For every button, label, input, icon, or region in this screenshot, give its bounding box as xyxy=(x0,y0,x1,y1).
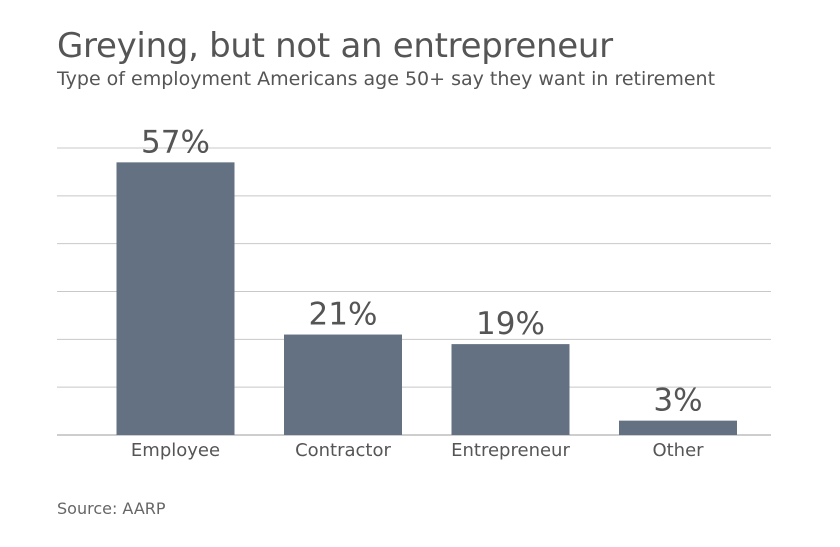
data-label-entrepreneur: 19% xyxy=(476,306,545,342)
category-label-other: Other xyxy=(652,440,704,461)
category-labels: Employee Contractor Entrepreneur Other xyxy=(131,440,704,461)
bar-contractor xyxy=(284,334,402,435)
data-label-other: 3% xyxy=(653,383,702,419)
data-label-employee: 57% xyxy=(141,124,210,160)
bar-other xyxy=(619,420,737,435)
source-note: Source: AARP xyxy=(57,499,166,518)
bar-entrepreneur xyxy=(451,344,570,435)
data-labels: 57% 21% 19% 3% xyxy=(141,124,703,418)
category-label-entrepreneur: Entrepreneur xyxy=(451,440,570,461)
category-label-contractor: Contractor xyxy=(295,440,391,461)
chart-subtitle: Type of employment Americans age 50+ say… xyxy=(57,68,716,90)
category-label-employee: Employee xyxy=(131,440,220,461)
data-label-contractor: 21% xyxy=(309,297,378,333)
chart-title: Greying, but not an entrepreneur xyxy=(57,26,613,66)
bars xyxy=(116,162,737,435)
bar-employee xyxy=(116,162,235,435)
